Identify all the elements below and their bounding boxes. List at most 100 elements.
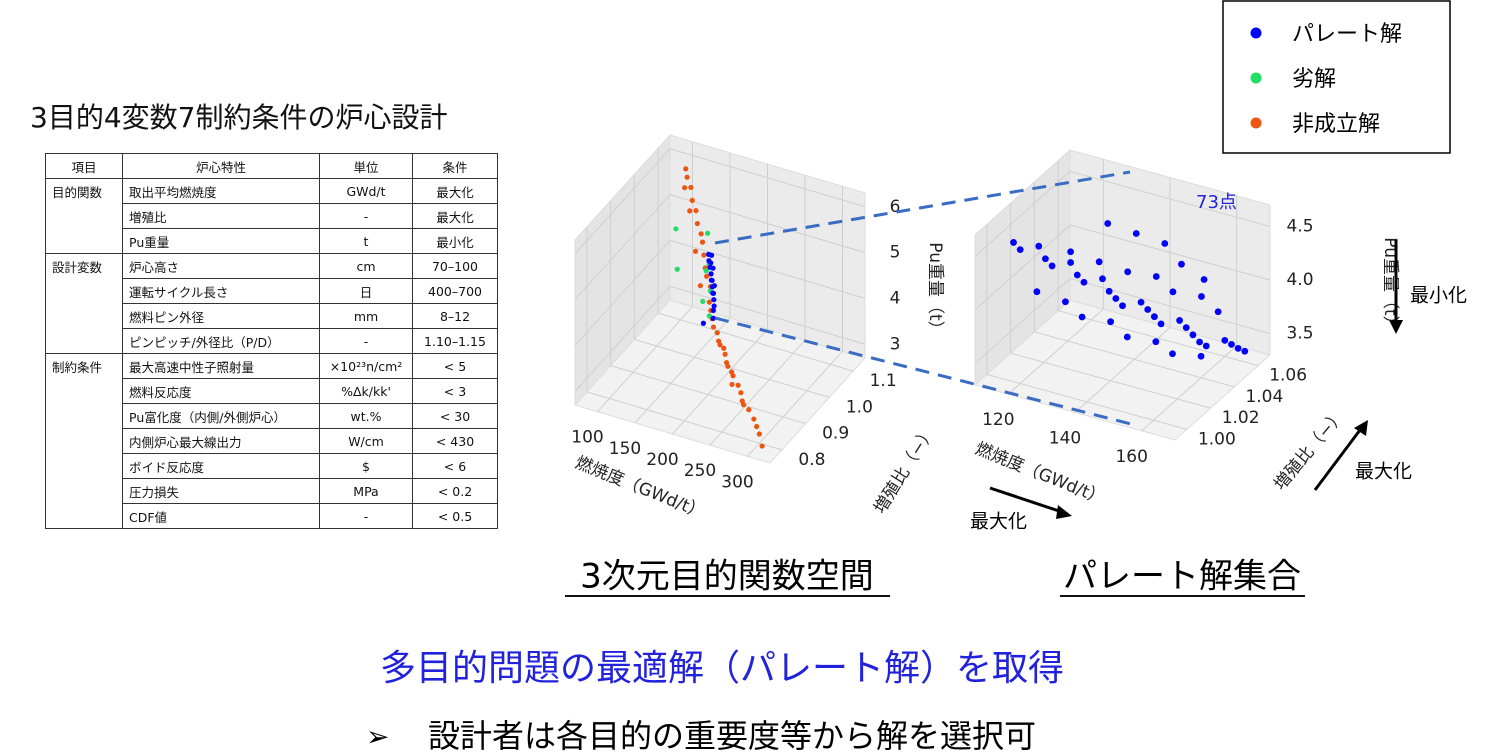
table-cell: cm <box>319 253 413 279</box>
data-point <box>708 260 714 266</box>
data-point <box>1067 248 1075 256</box>
z-tick-label: 6 <box>890 197 901 217</box>
x-tick-label: 250 <box>684 461 716 481</box>
table-cell: 圧力損失 <box>122 478 320 504</box>
data-point <box>674 266 680 272</box>
data-point <box>1078 313 1086 321</box>
z-tick-label: 3 <box>890 334 901 354</box>
arrow <box>989 486 1063 514</box>
table-cell: wt.% <box>319 403 413 429</box>
data-point <box>741 402 747 408</box>
grid-line <box>1034 331 1235 388</box>
y-tick-label: 0.8 <box>798 450 825 470</box>
data-point <box>756 431 762 437</box>
data-point <box>1035 242 1043 250</box>
data-point <box>711 303 717 309</box>
grid-line <box>1069 170 1271 227</box>
grid-line <box>574 194 671 300</box>
group-cell: 目的関数 <box>45 178 123 254</box>
data-point <box>1119 302 1126 310</box>
data-point <box>703 268 709 274</box>
grid-line <box>1141 345 1238 432</box>
data-point <box>709 277 715 284</box>
z-tick-label: 4.5 <box>1286 216 1313 236</box>
data-point <box>1104 220 1112 227</box>
data-point <box>1137 298 1145 306</box>
direction-label: 最小化 <box>1410 285 1467 307</box>
data-point <box>1132 230 1140 237</box>
data-point <box>1152 273 1160 280</box>
table-cell: mm <box>319 303 413 329</box>
legend-label: パレート解 <box>1292 22 1402 47</box>
data-point <box>706 313 712 319</box>
data-point <box>1150 313 1158 321</box>
table-cell: Pu富化度（内側/外側炉心） <box>122 403 320 429</box>
table-cell: Pu重量 <box>122 228 320 254</box>
data-point <box>705 230 711 236</box>
data-point <box>759 443 765 449</box>
data-point <box>698 231 704 237</box>
data-point <box>689 197 695 203</box>
y-tick-label: 1.00 <box>1198 429 1236 449</box>
grid-line <box>1069 224 1271 281</box>
data-point <box>708 271 714 277</box>
data-point <box>1161 240 1169 247</box>
data-point <box>1169 350 1176 358</box>
data-point <box>1189 331 1197 339</box>
x-tick-label: 200 <box>646 450 678 470</box>
table-cell: - <box>319 203 413 229</box>
grid-line <box>974 171 1071 257</box>
table-row: 燃料ピン外径 mm 8–12 <box>46 303 498 329</box>
z-tick-label: 5 <box>890 243 901 263</box>
data-point <box>1042 255 1049 263</box>
table-row: ピンピッチ/外径比（P/D） -1.10–1.15 <box>46 328 498 354</box>
table-cell: < 430 <box>412 428 498 454</box>
arrow <box>1313 429 1362 491</box>
table-cell: 最小化 <box>412 228 498 254</box>
table-cell: 8–12 <box>412 303 498 329</box>
y-tick-label: 1.06 <box>1269 366 1307 386</box>
data-point <box>1176 317 1183 324</box>
arrow-head <box>1354 420 1368 436</box>
legend-marker <box>1250 72 1262 84</box>
grid-line <box>1010 352 1211 409</box>
grid-line <box>634 317 731 424</box>
table-row: CDF値 - < 0.5 <box>46 503 498 529</box>
legend-label: 劣解 <box>1292 67 1336 92</box>
table-cell: CDF値 <box>122 503 320 529</box>
data-point <box>692 248 699 254</box>
x-tick-label: 300 <box>721 472 753 492</box>
zoom-line <box>714 170 1131 245</box>
legend-label: 非成立解 <box>1292 112 1380 137</box>
legend-marker <box>1250 117 1262 129</box>
data-point <box>700 298 706 304</box>
data-point <box>683 166 689 172</box>
data-point <box>1080 278 1088 286</box>
data-point <box>1228 340 1235 348</box>
table-cell: - <box>319 328 413 354</box>
bullet-marker: ➢ <box>366 720 389 753</box>
data-point <box>706 299 712 305</box>
grid-line <box>597 306 693 413</box>
x-axis-label: 燃焼度（GWd/t） <box>972 439 1108 509</box>
data-point <box>1241 347 1249 355</box>
grid-line <box>574 285 671 392</box>
data-point <box>1157 320 1165 328</box>
data-point <box>710 315 716 321</box>
data-point <box>711 297 717 303</box>
data-point <box>1016 246 1024 254</box>
table-cell: 最大高速中性子照射量 <box>122 353 320 379</box>
grid-line <box>574 240 671 346</box>
table-cell: < 3 <box>412 378 498 404</box>
grid-line <box>974 224 1071 311</box>
data-point <box>704 273 710 279</box>
grid-line <box>672 328 768 435</box>
table-cell: 1.10–1.15 <box>412 328 498 354</box>
data-point <box>1067 259 1075 266</box>
data-point <box>714 330 720 336</box>
z-tick-label: 4.0 <box>1286 270 1313 290</box>
grid-line <box>586 391 783 451</box>
table-cell: 炉心高さ <box>122 253 320 279</box>
data-point <box>1062 298 1069 306</box>
z-tick-label: 4 <box>890 288 901 308</box>
